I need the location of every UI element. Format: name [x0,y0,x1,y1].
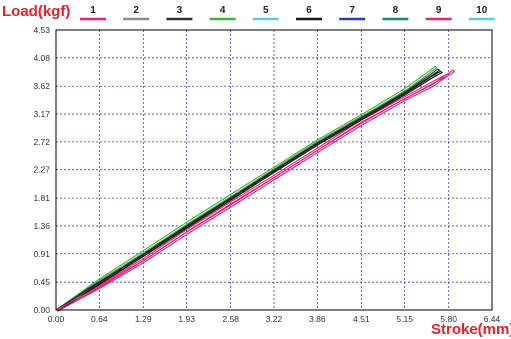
legend-label-6: 6 [306,5,312,16]
y-tick-label: 4.08 [33,53,50,63]
series-line-1 [55,69,455,312]
x-tick-label: 3.22 [266,314,283,324]
y-tick-label: 1.81 [33,193,50,203]
x-tick-label: 0.00 [48,314,65,324]
legend-label-10: 10 [476,5,488,16]
series-lines [55,65,455,312]
y-tick-label: 2.72 [33,137,50,147]
x-tick-label: 1.93 [178,314,195,324]
x-tick-label: 2.58 [222,314,239,324]
legend-label-9: 9 [436,5,442,16]
plot-frame [55,29,493,311]
legend-label-8: 8 [393,5,399,16]
series-line-6 [55,70,443,312]
y-tick-label: 3.62 [33,81,50,91]
legend-label-2: 2 [133,5,139,16]
x-tick-label: 4.51 [353,314,370,324]
tick-labels: 0.00 0.64 1.29 1.93 2.58 3.22 3.86 4.51 5.15 5.80… [33,25,500,324]
series-line-9 [55,73,450,312]
y-tick-label: 0.45 [33,277,50,287]
legend-label-1: 1 [90,5,96,16]
x-tick-label: 6.44 [484,314,501,324]
y-tick-label: 0.91 [33,249,50,259]
y-tick-label: 2.27 [33,165,50,175]
x-tick-label: 0.64 [91,314,108,324]
x-tick-label: 3.86 [309,314,326,324]
y-tick-label: 4.53 [33,25,50,35]
legend-label-5: 5 [263,5,269,16]
series-line-4 [55,65,438,312]
y-tick-label: 3.17 [33,109,50,119]
legend-label-7: 7 [349,5,355,16]
x-tick-label: 5.15 [396,314,413,324]
y-axis-label: Load(kgf) [2,3,70,20]
axes [55,29,493,311]
x-axis-label: Stroke(mm) [431,321,511,338]
x-tick-label: 1.29 [135,314,152,324]
legend: 1 2 3 4 5 6 7 8 9 10 [80,5,495,21]
legend-label-3: 3 [177,5,183,16]
legend-label-4: 4 [220,5,226,16]
x-tick-label: 5.80 [440,314,457,324]
y-tick-label: 0.00 [33,305,50,315]
y-tick-label: 1.36 [33,221,50,231]
